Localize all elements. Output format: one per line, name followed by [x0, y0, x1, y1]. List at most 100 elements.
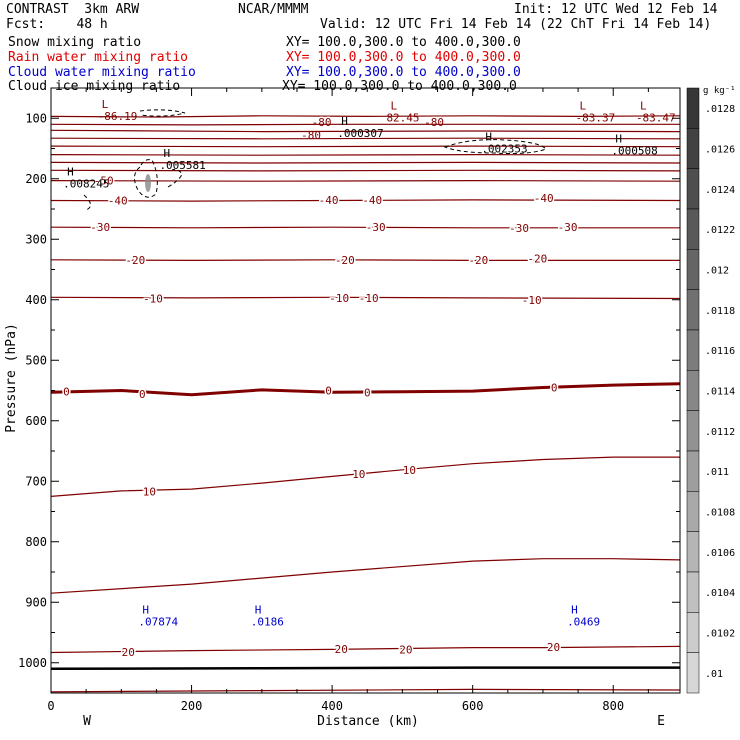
contour-label: -10	[359, 292, 379, 305]
y-tick-label: 400	[25, 293, 47, 307]
contour-label: 20	[335, 643, 348, 656]
contour-label: -30	[90, 221, 110, 234]
contour-label: -20	[527, 253, 547, 266]
extremum-mark: H	[341, 115, 348, 128]
x-tick-label: 0	[47, 699, 54, 713]
colorbar-segment	[686, 128, 700, 169]
extremum-mark: L	[102, 98, 109, 111]
field-xy-rain: XY= 100.0,300.0 to 400.0,300.0	[286, 50, 521, 65]
field-label-snow: Snow mixing ratio	[8, 35, 142, 50]
x-tick-label: 400	[321, 699, 343, 713]
colorbar-tick-label: .0108	[705, 508, 735, 519]
x-tick-label: 600	[462, 699, 484, 713]
colorbar-tick-label: .0116	[705, 346, 735, 357]
colorbar-segment	[686, 410, 700, 452]
init-time: Init: 12 UTC Wed 12 Feb 14	[514, 2, 718, 17]
contour-label: -30	[509, 222, 529, 235]
contour-line	[50, 153, 681, 156]
contour-line	[50, 382, 681, 397]
contour-line	[50, 169, 681, 172]
dashed-contour-arc	[167, 169, 183, 188]
colorbar-tick-label: .012	[705, 266, 729, 277]
dashed-contour-top	[139, 109, 186, 117]
colorbar-segment	[686, 652, 700, 694]
colorbar-segment	[686, 168, 700, 210]
contour-line	[50, 558, 681, 594]
extremum-value: 82.45	[386, 112, 419, 125]
contour-label: -80	[424, 116, 444, 129]
extremum-value: -86.19	[98, 110, 138, 123]
y-tick-label: 700	[25, 474, 47, 488]
y-tick-label: 300	[25, 232, 47, 246]
extremum-mark: H	[142, 604, 149, 617]
extremum-value: .000508	[611, 144, 657, 157]
dashed-contour-cell	[134, 159, 158, 198]
field-xy-cloud-ice: XY= 100.0,300.0 to 400.0,300.0	[282, 79, 517, 94]
contour-label: 0	[63, 386, 70, 399]
colorbar-segment	[686, 491, 700, 532]
extremum-mark: H	[615, 132, 622, 145]
contour-label: 0	[325, 385, 332, 398]
colorbar-tick-label: .0112	[705, 427, 735, 438]
colorbar-tick-label: .0106	[705, 548, 735, 559]
contour-line	[50, 645, 681, 654]
contour-line	[50, 179, 681, 182]
extremum-value: -83.37	[576, 112, 616, 125]
y-tick-label: 900	[25, 595, 47, 609]
field-xy-snow: XY= 100.0,300.0 to 400.0,300.0	[286, 35, 521, 50]
colorbar-segment	[686, 571, 700, 613]
colorbar-tick-label: .0114	[705, 387, 735, 398]
contour-label: 0	[551, 381, 558, 394]
extremum-value: .0186	[251, 616, 284, 629]
contour-label: 10	[143, 486, 156, 499]
colorbar-tick-label: .0102	[705, 629, 735, 640]
surface-pressure-line	[50, 666, 680, 671]
contour-label: 20	[122, 646, 135, 659]
y-tick-label: 500	[25, 353, 47, 367]
extremum-mark: L	[580, 100, 587, 113]
contour-line	[50, 145, 681, 148]
contour-label: 10	[352, 468, 365, 481]
extremum-value: .0469	[567, 616, 600, 629]
field-label-cloud-water: Cloud water mixing ratio	[8, 65, 196, 80]
snow-shading	[145, 174, 151, 192]
x-axis-label: Distance (km)	[317, 714, 419, 729]
contour-line	[50, 123, 680, 126]
colorbar-segment	[686, 208, 700, 250]
contour-label: 20	[547, 641, 560, 654]
contour-label: -50	[94, 175, 114, 188]
colorbar-segment	[686, 249, 700, 290]
colorbar-tick-label: .0118	[705, 306, 735, 317]
extremum-mark: H	[485, 131, 492, 144]
contour-label: -20	[468, 254, 488, 267]
y-axis-label: Pressure (hPa)	[4, 323, 19, 433]
valid-time: Valid: 12 UTC Fri 14 Feb 14 (22 ChT Fri …	[320, 17, 712, 32]
colorbar-segment	[686, 289, 700, 331]
extremum-value: .008245	[63, 178, 109, 191]
contour-label: -30	[366, 221, 386, 234]
colorbar-tick-label: .0126	[705, 145, 735, 156]
contour-line	[50, 199, 681, 202]
contour-label: 20	[399, 643, 412, 656]
contour-label: -40	[534, 192, 554, 205]
colorbar-tick-label: .0124	[705, 185, 735, 196]
colorbar-tick-label: .0128	[705, 104, 735, 115]
contour-label: 10	[403, 464, 416, 477]
colorbar-segment	[686, 450, 700, 492]
contour-label: -10	[329, 292, 349, 305]
field-label-cloud-ice: Cloud ice mixing ratio	[8, 79, 181, 94]
extremum-mark: H	[255, 604, 262, 617]
colorbar-tick-label: .0104	[705, 588, 735, 599]
contour-label: -40	[362, 194, 382, 207]
colorbar-tick-label: .0122	[705, 225, 735, 236]
y-tick-label: 200	[25, 172, 47, 186]
extremum-value: .002353	[481, 143, 527, 156]
colorbar-segment	[686, 370, 700, 411]
field-label-rain: Rain water mixing ratio	[8, 50, 189, 65]
extremum-mark: H	[571, 604, 578, 617]
y-tick-label: 800	[25, 535, 47, 549]
y-tick-label: 100	[25, 111, 47, 125]
forecast-hour: Fcst: 48 h	[6, 17, 108, 32]
